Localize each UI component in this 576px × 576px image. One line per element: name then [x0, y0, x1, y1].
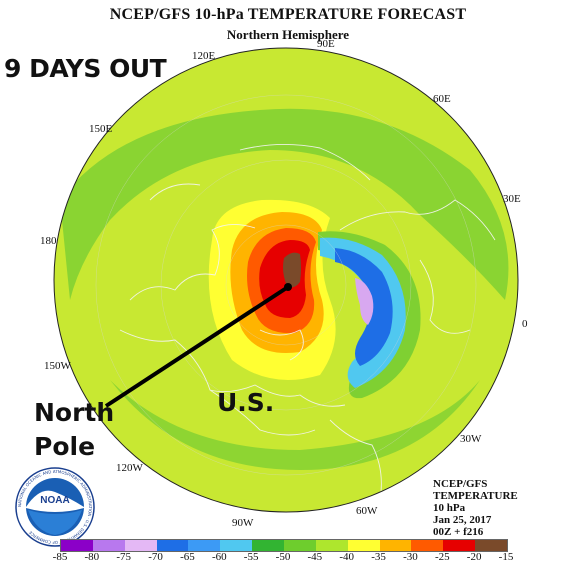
outer-ring-band — [60, 108, 509, 300]
colorbar-swatch — [61, 540, 93, 551]
colorbar-swatch — [379, 540, 412, 551]
map-title: NCEP/GFS 10-hPa TEMPERATURE FORECAST — [109, 6, 467, 23]
colorbar-swatch — [284, 540, 316, 551]
colorbar-tick-label: -45 — [307, 551, 323, 563]
colorbar-swatch — [252, 540, 285, 551]
colorbar — [60, 539, 508, 552]
colorbar-tick-label: -70 — [148, 551, 163, 563]
north-pole-pointer-line — [104, 285, 290, 408]
colorbar-tick-label: -75 — [116, 551, 132, 563]
lon-label-150w: 150W — [44, 360, 71, 372]
graticule — [95, 94, 477, 476]
north-pole-marker — [284, 283, 292, 291]
info-model: NCEP/GFS — [433, 478, 488, 490]
lon-label-0: 0 — [522, 318, 528, 330]
info-level: 10 hPa — [433, 502, 466, 514]
lon-label-150e: 150E — [89, 123, 113, 135]
cold-contour-1 — [320, 237, 406, 388]
lon-label-30w: 30W — [460, 433, 482, 445]
warm-contour-5 — [283, 252, 301, 288]
noaa-logo-text: NOAA — [40, 495, 69, 506]
colorbar-swatch — [347, 540, 380, 551]
colorbar-tick-label: -65 — [180, 551, 195, 563]
colorbar-tick-label: -35 — [371, 551, 386, 563]
coastlines — [119, 144, 496, 501]
colorbar-tick-label: -85 — [52, 551, 68, 563]
colorbar-swatch — [188, 540, 221, 551]
colorbar-swatch — [124, 540, 157, 551]
colorbar-tick-label: -60 — [211, 551, 227, 563]
info-box: NCEP/GFS TEMPERATURE 10 hPa Jan 25, 2017… — [433, 478, 518, 538]
map-border — [53, 47, 519, 513]
cold-contour-3 — [355, 278, 374, 325]
colorbar-swatch — [220, 540, 253, 551]
colorbar-tick-label: -30 — [403, 551, 418, 563]
colorbar-tick-label: -50 — [275, 551, 291, 563]
north-pole-label-line2: Pole — [34, 432, 96, 461]
colorbar-swatch — [156, 540, 189, 551]
us-annotation: U.S. — [217, 388, 275, 417]
north-pole-label-line1: North — [34, 398, 115, 427]
colorbar-swatch — [443, 540, 476, 551]
lon-label-60w: 60W — [356, 505, 378, 517]
info-forecast-hour: 00Z + f216 — [433, 526, 484, 538]
days-out-headline: 9 DAYS OUT — [4, 54, 167, 83]
lon-label-90w: 90W — [232, 517, 254, 529]
lon-label-120w: 120W — [116, 462, 143, 474]
colorbar-tick-label: -80 — [84, 551, 100, 563]
colorbar-swatch — [475, 540, 508, 551]
colorbar-tick-label: -20 — [466, 551, 482, 563]
colorbar-swatch — [92, 540, 125, 551]
map-subtitle: Northern Hemisphere — [226, 27, 350, 42]
colorbar-swatch — [315, 540, 348, 551]
lower-green-band — [110, 380, 480, 470]
lon-label-90e: 90E — [317, 38, 335, 50]
colorbar-tick-label: -25 — [434, 551, 450, 563]
colorbar-swatch — [411, 540, 444, 551]
colorbar-ticks: -85 -80 -75 -70 -65 -60 -55 -50 -45 -40 -35 -30 -25 -… — [52, 551, 522, 565]
colorbar-tick-label: -55 — [243, 551, 259, 563]
info-date: Jan 25, 2017 — [433, 514, 492, 526]
info-variable: TEMPERATURE — [433, 490, 518, 502]
cold-contour-2 — [335, 248, 393, 366]
colorbar-tick-label: -40 — [339, 551, 355, 563]
lon-label-30e: 30E — [503, 193, 521, 205]
lon-label-60e: 60E — [433, 93, 451, 105]
lon-label-120e: 120E — [192, 50, 216, 62]
colorbar-tick-label: -15 — [498, 551, 514, 563]
noaa-logo: NATIONAL OCEANIC AND ATMOSPHERIC ADMINIS… — [15, 467, 95, 547]
north-pole-annotation: North Pole — [34, 396, 114, 464]
lon-label-180: 180 — [40, 235, 57, 247]
